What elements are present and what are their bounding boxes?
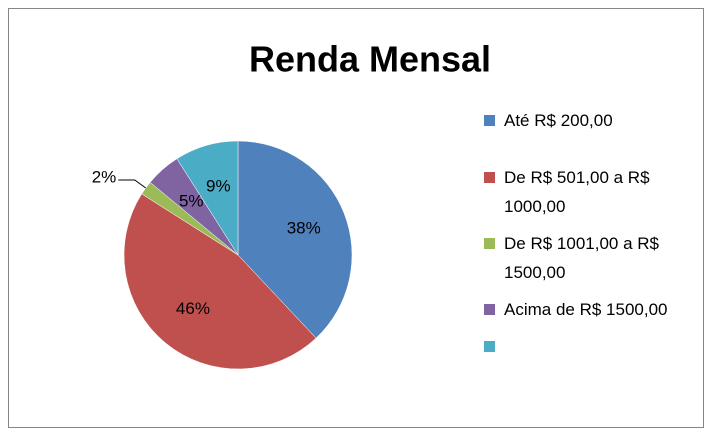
legend-entry: Acima de R$ 1500,00 (484, 295, 704, 324)
legend-entry: De R$ 501,00 a R$ 1000,00 (484, 163, 704, 221)
chart: Renda Mensal 38% 46% 2% 5%9% (92, 39, 491, 370)
legend-swatch (484, 341, 495, 352)
legend-label: De R$ 1001,00 a R$ 1500,00 (504, 234, 659, 282)
legend-entry: De R$ 1001,00 a R$ 1500,00 (484, 229, 704, 287)
legend-entry: Até R$ 200,00 (484, 106, 704, 135)
pie-slice (237, 140, 353, 339)
legend-swatch (484, 172, 495, 183)
leader-line (118, 179, 147, 189)
legend-swatch (484, 238, 495, 249)
pie-slice (123, 193, 317, 370)
legend: Até R$ 200,00 De R$ 501,00 a R$ 1000,00 De… (484, 106, 710, 352)
data-label: 9% (206, 177, 231, 196)
pie-slice (176, 140, 239, 256)
data-label: 5% (179, 191, 204, 210)
data-label: 2% (92, 167, 117, 186)
legend-swatch (484, 304, 495, 315)
legend-label: Até R$ 200,00 (504, 111, 613, 130)
legend-label: De R$ 501,00 a R$ 1000,00 (504, 168, 650, 216)
data-label: 46% (176, 299, 210, 318)
legend-label: Acima de R$ 1500,00 (504, 300, 668, 319)
data-label: 38% (287, 218, 321, 237)
page: {"chart_data": {"type": "pie", "title": … (8, 8, 710, 428)
chart-title: Renda Mensal (249, 39, 491, 80)
legend-swatch (484, 115, 495, 126)
